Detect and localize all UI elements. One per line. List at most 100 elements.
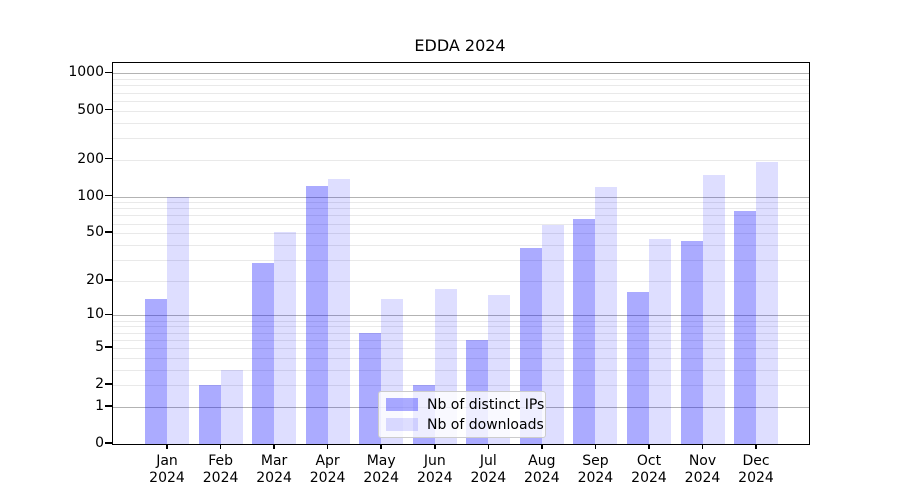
y-tick-label: 0 — [95, 435, 104, 451]
x-tick-mark — [166, 444, 168, 449]
x-tick-label-month: Mar — [260, 453, 288, 469]
x-tick-mark — [701, 444, 704, 449]
y-tick-label: 1 — [95, 397, 104, 414]
bar-distinct-ips-jan — [145, 298, 167, 444]
bar-distinct-ips-sep — [573, 218, 596, 444]
legend-row-downloads: Nb of downloads — [386, 417, 544, 433]
y-tick-mark — [105, 71, 112, 74]
x-tick-label-month: Nov — [688, 453, 717, 469]
gridline-minor — [113, 332, 809, 334]
y-tick-label: 100 — [77, 187, 104, 204]
gridline-minor — [113, 339, 809, 341]
legend-label-downloads: Nb of downloads — [427, 416, 544, 433]
bar-downloads-sep — [595, 186, 618, 444]
x-tick-label-year: 2024 — [523, 470, 560, 486]
bar-downloads-aug — [541, 225, 564, 444]
x-tick-mark — [594, 444, 597, 449]
gridline-minor — [113, 223, 809, 225]
x-tick-label-year: 2024 — [202, 470, 239, 486]
x-tick-mark — [755, 444, 757, 449]
bar-downloads-mar — [274, 232, 297, 444]
x-tick-label-month: Sep — [582, 453, 609, 469]
y-tick-mark — [105, 383, 112, 385]
y-tick-mark — [105, 313, 112, 316]
gridline-minor — [113, 92, 809, 94]
x-tick-mark — [273, 444, 275, 449]
x-tick-label-year: 2024 — [738, 470, 774, 486]
plot-area — [112, 62, 810, 445]
x-tick-label-year: 2024 — [256, 470, 292, 486]
x-tick-label-month: Jul — [479, 453, 497, 469]
x-tick-label-year: 2024 — [470, 470, 507, 486]
x-tick-label-year: 2024 — [149, 470, 185, 486]
y-tick-label: 200 — [77, 150, 104, 167]
bar-distinct-ips-dec — [734, 211, 756, 444]
x-tick-label-year: 2024 — [309, 470, 346, 486]
y-tick-mark — [105, 108, 112, 111]
x-tick-label-month: Oct — [636, 453, 662, 469]
bar-downloads-dec — [756, 162, 778, 444]
y-tick-label: 5 — [95, 338, 104, 355]
bar-distinct-ips-apr — [305, 185, 328, 444]
x-tick-mark — [541, 444, 543, 449]
x-tick-mark — [487, 444, 489, 449]
y-tick-label: 1000 — [68, 64, 104, 81]
legend-swatch-distinct-ips-icon — [386, 398, 418, 411]
x-tick-label-month: May — [366, 453, 396, 469]
gridline-minor — [113, 280, 809, 282]
legend-row-distinct-ips: Nb of distinct IPs — [386, 397, 544, 413]
y-tick-mark — [105, 279, 112, 281]
gridline-minor — [113, 357, 809, 359]
gridline-minor — [113, 85, 809, 87]
bar-downloads-jan — [167, 196, 189, 444]
x-tick-label-month: Apr — [315, 453, 340, 469]
x-tick-label-month: Jun — [423, 453, 446, 469]
gridline-minor — [113, 259, 809, 261]
legend-swatch-downloads-icon — [386, 418, 418, 431]
gridline-major — [113, 73, 809, 75]
bar-downloads-oct — [649, 238, 671, 444]
y-tick-mark — [105, 405, 112, 407]
x-tick-label-month: Feb — [208, 453, 233, 469]
bar-distinct-ips-oct — [627, 292, 649, 444]
gridline-minor — [113, 215, 809, 217]
gridline-minor — [113, 202, 809, 204]
gridline-major — [113, 315, 809, 317]
bar-distinct-ips-may — [359, 332, 382, 444]
bar-distinct-ips-nov — [680, 241, 703, 444]
bar-downloads-nov — [702, 174, 725, 444]
y-tick-mark — [105, 194, 112, 197]
x-tick-label-month: Aug — [528, 453, 556, 469]
x-tick-label-year: 2024 — [684, 470, 721, 486]
x-tick-label-year: 2024 — [631, 470, 667, 486]
gridline-minor — [113, 79, 809, 81]
y-tick-mark — [105, 157, 112, 160]
gridline-minor — [113, 244, 809, 246]
gridline-minor — [113, 122, 809, 124]
gridline-minor — [113, 100, 809, 102]
y-tick-label: 10 — [86, 306, 104, 323]
gridline-major — [113, 196, 809, 198]
chart-title: EDDA 2024 — [414, 36, 506, 55]
x-tick-mark — [648, 444, 650, 449]
bar-downloads-feb — [220, 369, 243, 444]
x-tick-mark — [326, 444, 329, 449]
gridline-minor — [113, 320, 809, 322]
y-tick-label: 20 — [86, 271, 104, 288]
y-tick-label: 50 — [86, 224, 104, 241]
bar-distinct-ips-feb — [198, 385, 221, 444]
y-tick-mark — [105, 231, 112, 233]
gridline-minor — [113, 159, 809, 161]
y-tick-mark — [105, 346, 112, 348]
gridline-minor — [113, 326, 809, 328]
gridline-minor — [113, 347, 809, 349]
x-tick-label-year: 2024 — [577, 470, 614, 486]
gridline-minor — [113, 110, 809, 112]
x-tick-label-year: 2024 — [416, 470, 453, 486]
y-tick-mark — [105, 442, 112, 444]
x-tick-mark — [380, 444, 382, 449]
gridline-minor — [113, 233, 809, 235]
gridline-minor — [113, 208, 809, 210]
x-tick-mark — [434, 444, 436, 449]
